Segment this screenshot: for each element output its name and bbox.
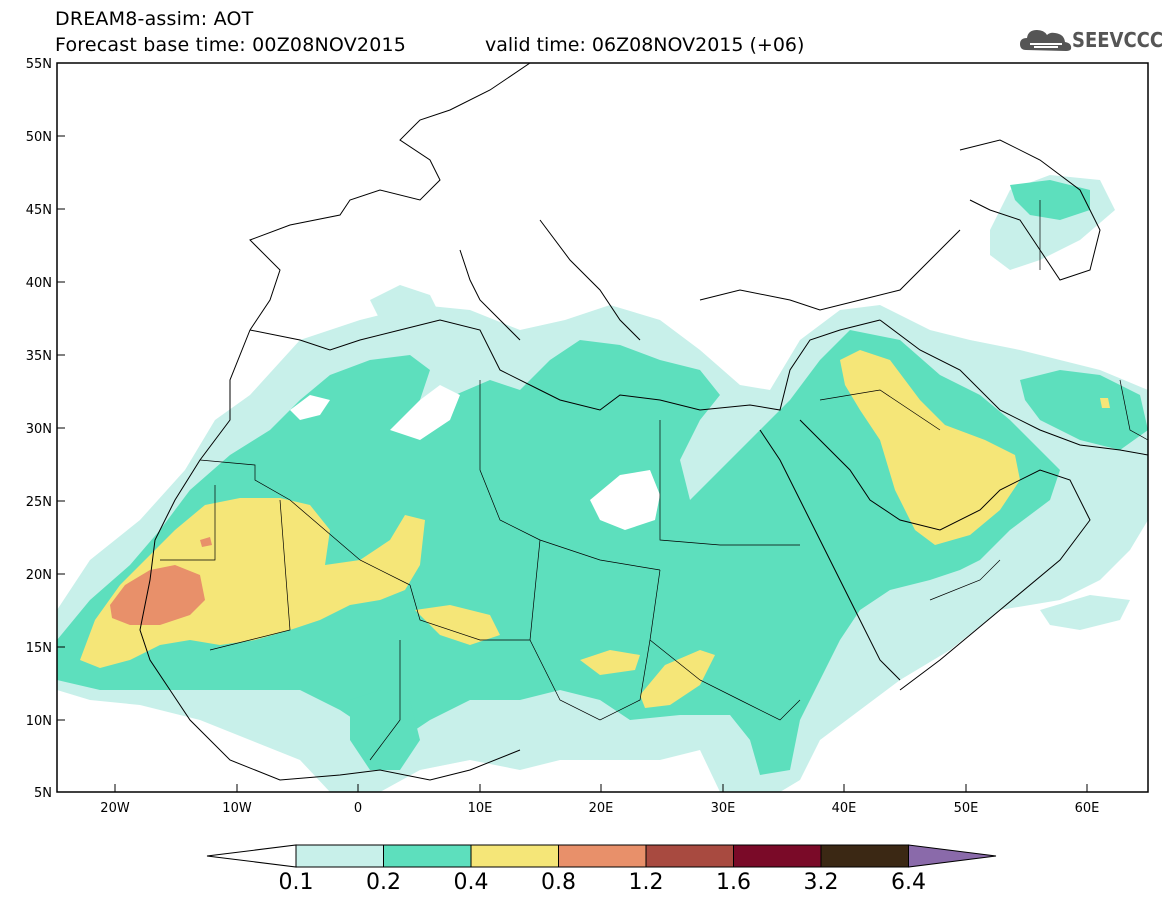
colorbar-swatch	[558, 844, 647, 868]
aot-band-0.4-arabia	[840, 350, 1020, 545]
lat-label: 35N	[26, 349, 52, 364]
lon-label: 20E	[589, 801, 614, 816]
lon-label: 30E	[711, 801, 736, 816]
tick-marks	[57, 62, 1088, 792]
colorbar-swatch	[383, 844, 472, 868]
colorbar-label: 0.2	[366, 870, 401, 895]
lat-label: 10N	[26, 714, 52, 729]
aot-hole-morocco	[290, 395, 330, 420]
aot-band-0.2	[57, 330, 1060, 775]
colorbar-label: 6.4	[891, 870, 926, 895]
colorbar-swatch	[733, 844, 822, 868]
lat-label: 50N	[26, 130, 52, 145]
lat-label: 20N	[26, 568, 52, 583]
lon-label: 60E	[1075, 801, 1100, 816]
lon-label: 50E	[954, 801, 979, 816]
lon-label: 10W	[222, 801, 252, 816]
aot-band-0.2-caspian	[1010, 180, 1090, 220]
colorbar-label: 3.2	[803, 870, 839, 895]
aot-band-0.8-dot	[200, 537, 212, 547]
lat-label: 5N	[34, 786, 52, 801]
coastlines	[139, 63, 1148, 781]
lon-label: 20W	[100, 801, 130, 816]
lat-labels: 55N 50N 45N 40N 35N 30N 25N 20N 15N 10N …	[26, 57, 52, 801]
country-borders	[160, 200, 1148, 761]
aot-band-0.1-spain	[370, 285, 440, 325]
aot-band-0.8	[110, 565, 205, 625]
colorbar-label: 1.6	[716, 870, 751, 895]
lat-label: 55N	[26, 57, 52, 72]
aot-band-0.2-ghana	[350, 690, 420, 770]
valid-time: valid time: 06Z08NOV2015 (+06)	[485, 34, 805, 56]
colorbar-swatch	[295, 844, 384, 868]
colorbar-under-triangle	[206, 844, 297, 868]
aot-band-0.4-iran-dot	[1100, 398, 1110, 408]
colorbar-label: 0.8	[541, 870, 576, 895]
aot-shading	[57, 175, 1148, 792]
colorbar	[206, 844, 997, 868]
colorbar-label: 0.4	[453, 870, 489, 895]
lat-label: 25N	[26, 495, 52, 510]
map-title: DREAM8-assim: AOT	[55, 8, 254, 30]
lat-label: 45N	[26, 203, 52, 218]
aot-hole-algeria	[390, 385, 460, 440]
logo-text: SEEVCCC	[1072, 28, 1164, 52]
cloud-icon	[1020, 30, 1072, 51]
colorbar-swatch	[820, 844, 909, 868]
lon-label: 10E	[468, 801, 493, 816]
aot-band-0.4-chad	[580, 650, 640, 675]
lat-label: 30N	[26, 422, 52, 437]
colorbar-label: 1.2	[628, 870, 664, 895]
lat-label: 40N	[26, 276, 52, 291]
colorbar-over-triangle	[908, 844, 997, 868]
aot-band-0.1-arabia-s	[1040, 595, 1130, 630]
aot-band-0.4-westafrica	[80, 498, 425, 668]
aot-band-0.4-sudan	[640, 650, 715, 708]
forecast-base-time: Forecast base time: 00Z08NOV2015	[55, 34, 407, 56]
aot-band-0.2-iran	[1020, 370, 1148, 450]
lat-label: 15N	[26, 641, 52, 656]
colorbar-swatch	[470, 844, 559, 868]
lon-label: 0	[354, 801, 362, 816]
lon-label: 40E	[832, 801, 857, 816]
colorbar-swatch	[645, 844, 734, 868]
aot-hole-libya	[590, 470, 660, 530]
colorbar-label: 0.1	[278, 870, 314, 895]
aot-band-0.4-niger	[415, 605, 500, 645]
lon-labels: 20W 10W 0 10E 20E 30E 40E 50E 60E	[100, 801, 1099, 816]
